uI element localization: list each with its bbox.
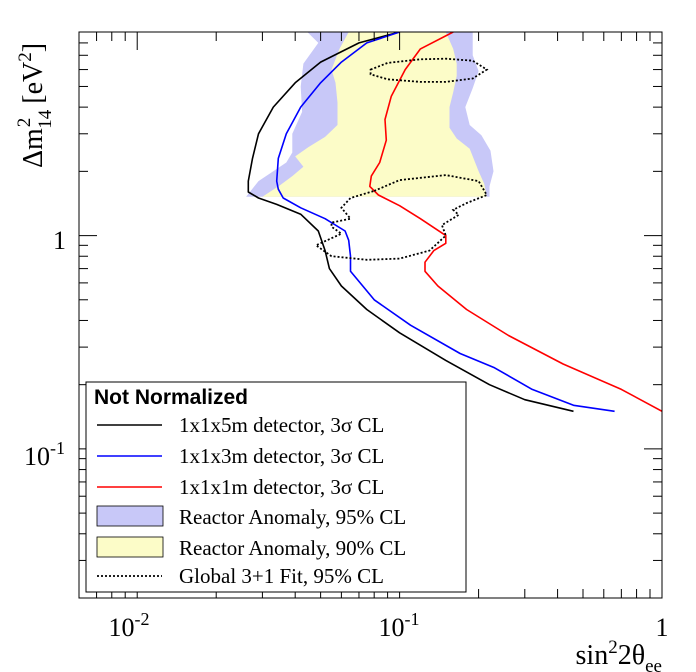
curve-1x1x1m [369,32,662,413]
reactor-anomaly-90-band [262,32,487,197]
sensitivity-curves [247,32,662,413]
y-axis-label: Δm214[eV2] [14,43,56,168]
legend-label-5m: 1x1x5m detector, 3σ CL [179,413,384,437]
global-fit-contour-upper [369,57,489,83]
y-tick-label-1: 1 [53,226,66,255]
legend-title: Not Normalized [94,386,248,409]
curve-1x1x5m [247,32,574,413]
y-tick-labels: 10-1 1 [24,226,66,471]
y-tick-label-0: 10-1 [24,438,65,471]
curve-1x1x3m [275,32,615,413]
global-fit-contour-lower [314,174,489,261]
global-fit-contours [314,57,489,261]
legend-label-3m: 1x1x3m detector, 3σ CL [179,444,384,468]
legend-swatch-ra90 [96,536,164,558]
x-tick-label-0: 10-2 [109,609,150,642]
legend-label-ra90: Reactor Anomaly, 90% CL [179,536,406,560]
x-tick-label-1: 10-1 [379,609,420,642]
plot-frame [78,31,663,599]
x-tick-labels: 10-2 10-1 1 [109,609,669,642]
legend-swatch-ra95 [96,505,164,527]
x-tick-label-2: 1 [656,613,669,642]
legend-label-1m: 1x1x1m detector, 3σ CL [179,475,384,499]
x-axis-label: sin22θee [576,637,662,672]
legend: Not Normalized 1x1x5m detector, 3σ CL 1x… [85,381,467,593]
legend-label-ra95: Reactor Anomaly, 95% CL [179,505,406,529]
legend-label-global: Global 3+1 Fit, 95% CL [179,564,384,588]
